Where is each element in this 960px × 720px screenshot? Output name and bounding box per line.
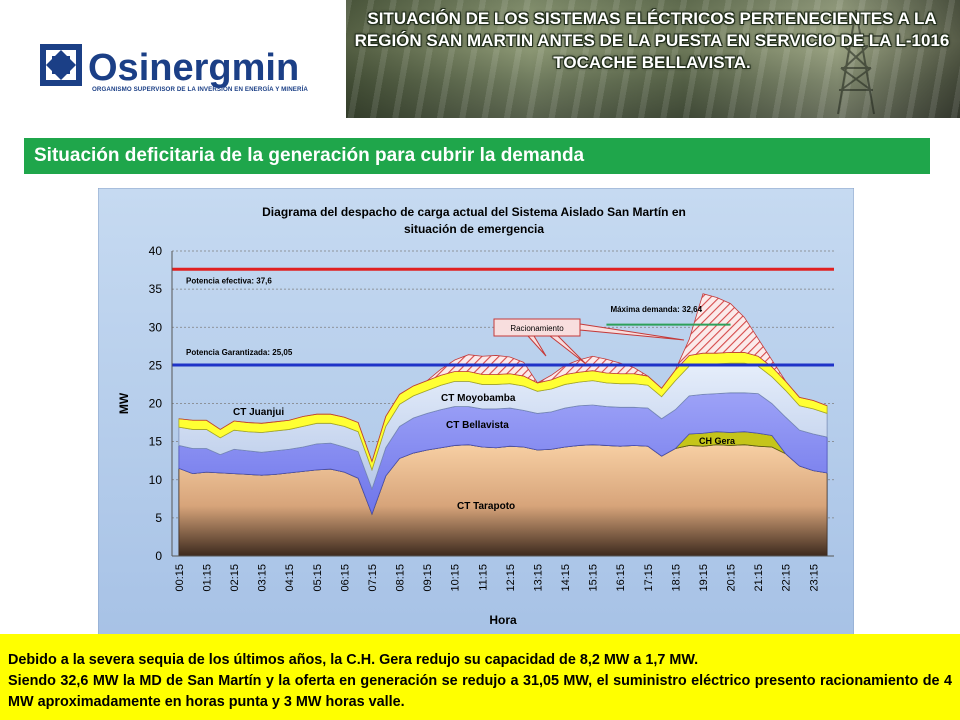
transmission-tower-icon [826,9,886,115]
x-tick-label: 14:15 [560,564,572,592]
y-tick-label: 10 [149,473,163,487]
x-tick-label: 09:15 [422,564,434,592]
osinergmin-logo: Osinergmin [36,40,336,100]
y-axis-title: MW [117,392,131,414]
x-tick-label: 22:15 [781,564,793,592]
header-banner: SITUACIÓN DE LOS SISTEMAS ELÉCTRICOS PER… [346,0,960,118]
x-tick-label: 13:15 [532,564,544,592]
max-demand-label: Máxima demanda: 32,64 [610,305,702,314]
chart-reference-lines [172,267,834,367]
footer-line-1: Debido a la severa sequia de los últimos… [8,652,699,668]
x-tick-label: 21:15 [753,564,765,592]
chart-svg: Diagrama del despacho de carga actual de… [98,188,854,636]
x-tick-label: 18:15 [670,564,682,592]
x-tick-label: 04:15 [284,564,296,592]
y-tick-label: 40 [149,244,163,258]
rationing-arrow-middle [548,335,587,365]
guaranteed-power-label: Potencia Garantizada: 25,05 [186,348,293,357]
x-tick-label: 02:15 [229,564,241,592]
effective-power-label: Potencia efectiva: 37,6 [186,276,272,285]
x-tick-label: 11:15 [477,564,489,591]
rationing-arrow-left [526,335,547,357]
dispatch-chart: Diagrama del despacho de carga actual de… [98,188,854,636]
footer-line-2: Siendo 32,6 MW la MD de San Martín y la … [8,673,952,710]
x-tick-label: 01:15 [201,564,213,592]
y-tick-label: 25 [149,358,163,372]
x-tick-label: 06:15 [339,564,351,592]
x-tick-label: 03:15 [257,564,269,592]
y-tick-label: 30 [149,320,163,334]
x-tick-label: 20:15 [726,564,738,592]
x-tick-label: 19:15 [698,564,710,592]
area-label-ct-bellavista: CT Bellavista [446,420,509,431]
x-tick-label: 17:15 [643,564,655,592]
x-tick-label: 23:15 [808,564,820,592]
area-label-ct-juanjui: CT Juanjui [233,407,284,418]
x-tick-label: 15:15 [588,564,600,592]
x-tick-label: 10:15 [450,564,462,592]
chart-labels: Potencia efectiva: 37,6 Potencia Garantiz… [186,276,736,512]
chart-axes: 0 5 10 15 20 25 30 35 40 00:15 01:15 02:15 03:15 04:1… [117,244,834,627]
footer-text: Debido a la severa sequia de los últimos… [8,650,952,713]
footer-note: Debido a la severa sequia de los últimos… [0,634,960,720]
rationing-callout-text: Racionamiento [510,324,564,333]
chart-title-line-1: Diagrama del despacho de carga actual de… [262,205,686,219]
x-tick-label: 12:15 [505,564,517,592]
y-tick-label: 15 [149,435,163,449]
rationing-arrow-right [579,323,685,341]
x-tick-label: 08:15 [395,564,407,592]
x-tick-label: 16:15 [615,564,627,592]
x-tick-label: 00:15 [174,564,186,592]
x-axis-title: Hora [489,613,517,627]
section-title: Situación deficitaria de la generación p… [34,145,585,166]
x-tick-label: 05:15 [312,564,324,592]
area-label-ch-gera: CH Gera [699,436,736,446]
area-label-ct-tarapoto: CT Tarapoto [457,501,515,512]
x-tick-label: 07:15 [367,564,379,592]
rationing-callout: Racionamiento [493,318,685,365]
area-label-ct-moyobamba: CT Moyobamba [441,393,516,404]
chart-title-line-2: situación de emergencia [404,222,544,236]
y-tick-label: 20 [149,397,163,411]
section-title-bar: Situación deficitaria de la generación p… [24,138,930,174]
y-tick-label: 35 [149,282,163,296]
logo-wordmark: Osinergmin [88,47,299,89]
banner-title: SITUACIÓN DE LOS SISTEMAS ELÉCTRICOS PER… [354,9,950,72]
y-tick-label: 0 [155,549,162,563]
logo-tagline: ORGANISMO SUPERVISOR DE LA INVERSIÓN EN … [92,86,308,93]
y-tick-label: 5 [155,511,162,525]
logo-mark-icon: Osinergmin [40,44,299,89]
